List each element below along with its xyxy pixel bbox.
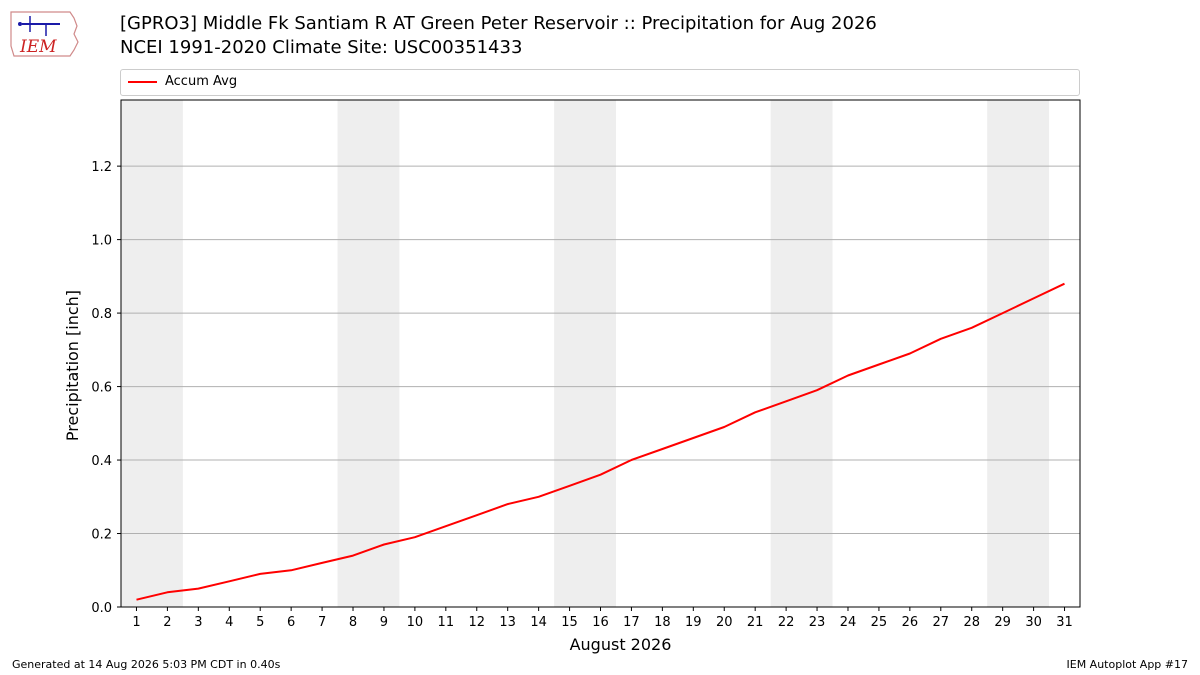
x-tick-label: 29 [994,615,1011,630]
weekend-band [121,100,183,607]
x-tick-label: 16 [592,615,609,630]
x-tick-label: 1 [132,615,140,630]
x-tick-label: 10 [407,615,424,630]
y-tick-label: 1.0 [91,234,112,249]
x-tick-label: 25 [871,615,888,630]
x-tick-label: 17 [623,615,640,630]
x-tick-label: 23 [809,615,826,630]
x-tick-label: 15 [561,615,578,630]
footer-app-label: IEM Autoplot App #17 [1066,658,1189,671]
weekend-band [337,100,400,607]
legend-label: Accum Avg [165,74,238,89]
x-tick-label: 18 [654,615,671,630]
legend-swatch [128,81,157,83]
iem-logo: IEM [10,11,79,57]
chart-title: [GPRO3] Middle Fk Santiam R AT Green Pet… [120,13,877,34]
logo-text: IEM [19,37,57,57]
x-tick-label: 20 [716,615,733,630]
weekend-band [770,100,833,607]
y-axis-label: Precipitation [inch] [63,290,82,441]
x-tick-label: 2 [163,615,171,630]
x-axis-label: August 2026 [570,635,672,654]
x-tick-label: 21 [747,615,764,630]
x-tick-label: 28 [963,615,980,630]
x-tick-label: 24 [840,615,857,630]
chart-subtitle: NCEI 1991-2020 Climate Site: USC00351433 [120,37,523,58]
y-tick-label: 0.2 [91,528,112,543]
x-tick-label: 19 [685,615,702,630]
x-tick-label: 14 [530,615,547,630]
weekend-band [987,100,1050,607]
x-tick-label: 30 [1025,615,1042,630]
y-tick-label: 0.0 [91,601,112,616]
x-tick-label: 8 [349,615,357,630]
x-tick-label: 31 [1056,615,1073,630]
weekend-band [554,100,616,607]
x-tick-label: 22 [778,615,795,630]
y-tick-label: 1.2 [91,160,112,175]
y-tick-label: 0.6 [91,381,112,396]
x-tick-label: 11 [438,615,455,630]
x-tick-label: 7 [318,615,326,630]
series-line [136,282,1065,601]
x-tick-label: 4 [225,615,233,630]
x-tick-label: 26 [902,615,919,630]
x-tick-label: 12 [468,615,485,630]
legend: Accum Avg [120,69,1080,96]
y-tick-label: 0.8 [91,307,112,322]
x-tick-label: 3 [194,615,202,630]
footer-generated-text: Generated at 14 Aug 2026 5:03 PM CDT in … [12,658,281,671]
x-tick-label: 5 [256,615,264,630]
x-tick-label: 9 [380,615,388,630]
x-tick-label: 13 [499,615,516,630]
x-tick-label: 6 [287,615,295,630]
vane-tip [18,22,22,26]
plot-frame [120,99,1081,608]
y-tick-label: 0.4 [91,454,112,469]
x-tick-label: 27 [933,615,950,630]
iowa-outline [10,11,79,57]
